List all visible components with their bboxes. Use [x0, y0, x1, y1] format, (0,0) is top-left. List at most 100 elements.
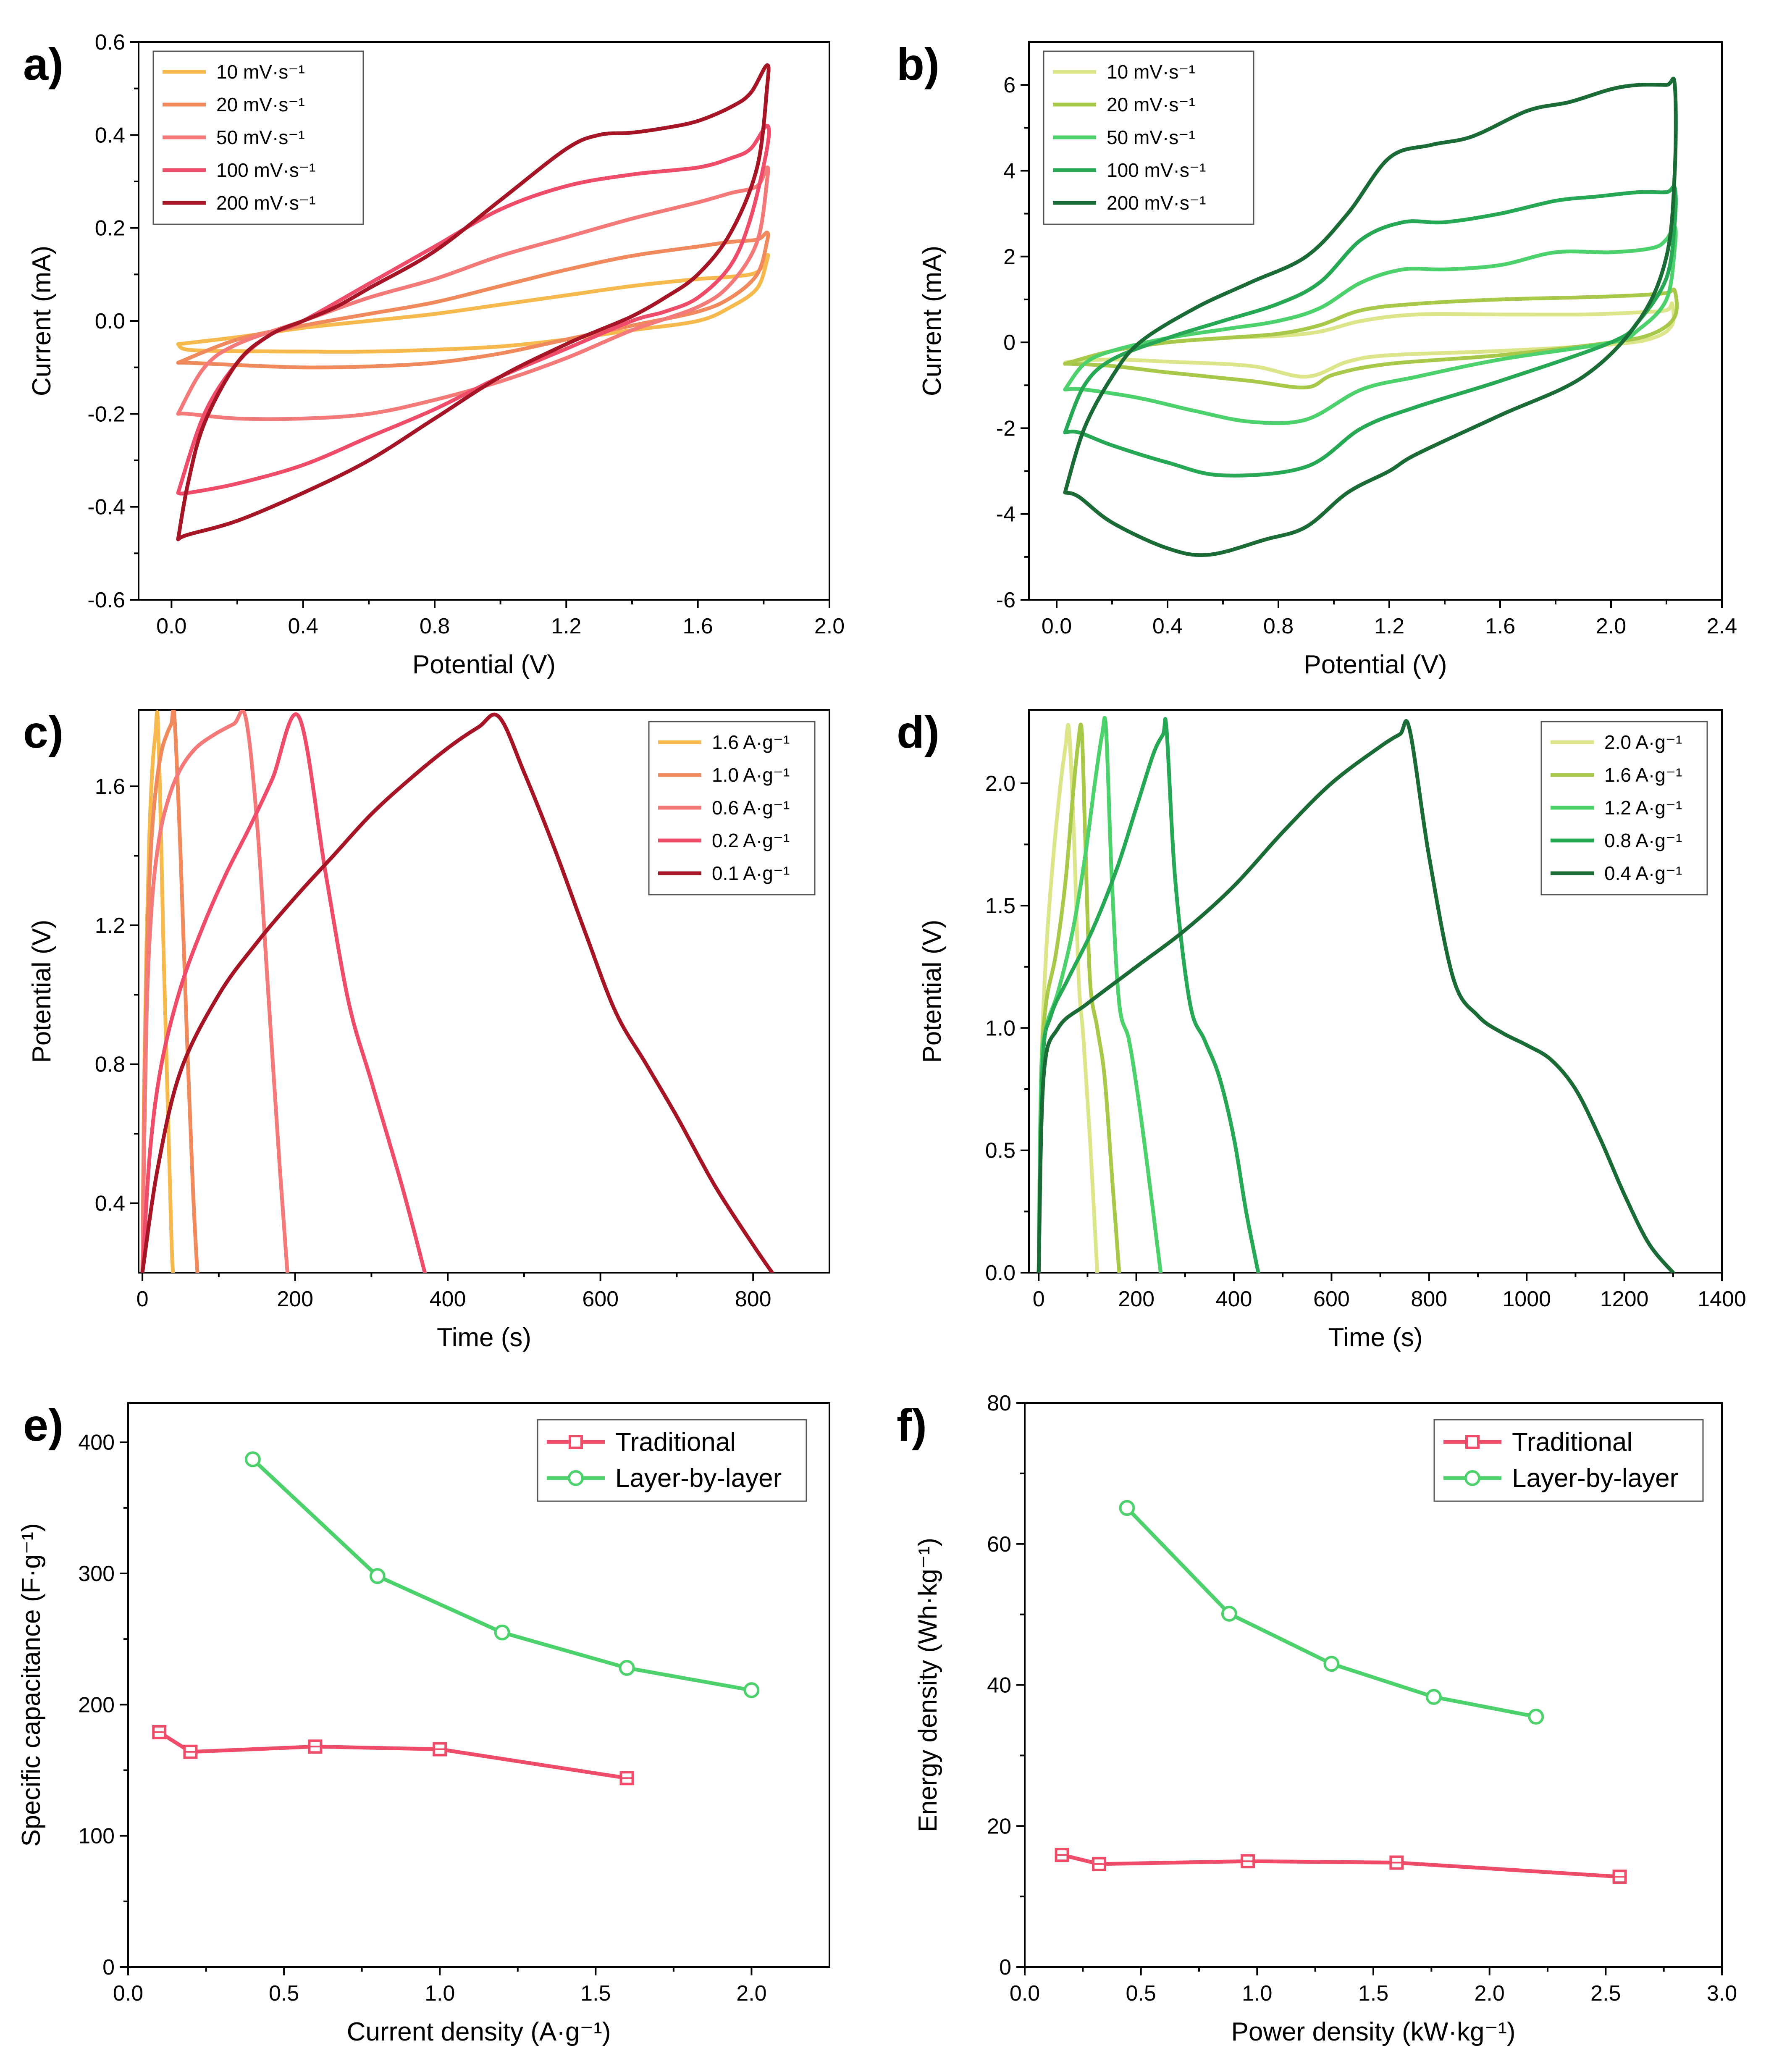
x-axis-title: Power density (kW·kg⁻¹)	[1231, 2017, 1516, 2046]
legend-label: 200 mV·s⁻¹	[1107, 192, 1206, 214]
data-point-circle	[1528, 1709, 1544, 1725]
series-line-b-1	[1063, 287, 1679, 390]
legend-label: 10 mV·s⁻¹	[1107, 61, 1195, 83]
legend-label: 0.8 A·g⁻¹	[1604, 830, 1682, 851]
series-line-a-4	[176, 63, 771, 541]
x-tick-label: 800	[1411, 1287, 1447, 1311]
legend-label: 1.2 A·g⁻¹	[1604, 797, 1682, 819]
legend-label: 100 mV·s⁻¹	[1107, 159, 1206, 181]
y-tick-label: 300	[78, 1562, 115, 1586]
x-tick-label: 2.0	[1475, 1981, 1505, 2006]
panel-d: d) 0 200 400 600 800 1000 1200 1400 0.0 0.5 1.0 1.5 2…	[897, 706, 1746, 1352]
y-tick-label: 80	[987, 1391, 1011, 1415]
panel-a: a) 0.0 0.4 0.8 1.2 1.6 2.0 -0.6 -0.4 -0.2 0.0 0.2 0.…	[23, 30, 845, 679]
legend-label: 50 mV·s⁻¹	[1107, 126, 1195, 148]
x-tick-label: 1.2	[1374, 614, 1404, 638]
y-tick-label: 0.8	[95, 1053, 125, 1077]
legend-label: 1.6 A·g⁻¹	[1604, 764, 1682, 786]
x-tick-label: 0.0	[113, 1981, 143, 2006]
y-tick-label: 200	[78, 1693, 115, 1717]
panel-f: f) 0.0 0.5 1.0 1.5 2.0 2.5 3.0 0 20 40 60 80 Power de…	[897, 1391, 1737, 2046]
x-tick-label: 200	[1118, 1287, 1155, 1311]
y-tick-label: 0.4	[95, 123, 125, 147]
x-tick-label: 0.8	[420, 614, 450, 638]
series-line-a-3	[176, 123, 771, 496]
x-tick-label: 1.5	[1358, 1981, 1388, 2006]
y-tick-label: 0.0	[95, 309, 125, 334]
x-tick-label: 200	[277, 1287, 313, 1311]
panel-b: b) 0.0 0.4 0.8 1.2 1.6 2.0 2.4 -6 -4 -2 0 2 4 6 Potenti…	[897, 39, 1737, 679]
y-tick-label: 0.5	[985, 1139, 1016, 1163]
series-line-f-0	[1060, 1853, 1622, 1879]
x-tick-label: 1200	[1600, 1287, 1649, 1311]
legend-label: 20 mV·s⁻¹	[216, 94, 305, 116]
data-point-circle	[494, 1624, 510, 1641]
y-axis-title: Current (mA)	[27, 246, 56, 396]
legend-label: Traditional	[1512, 1428, 1632, 1457]
panel-label: b)	[897, 39, 939, 89]
y-tick-label: 0	[999, 1955, 1011, 1980]
legend-label: 2.0 A·g⁻¹	[1604, 731, 1682, 753]
legend-label: 10 mV·s⁻¹	[216, 61, 305, 83]
panel-label: f)	[897, 1400, 927, 1450]
data-point-circle	[369, 1568, 386, 1584]
x-tick-label: 400	[430, 1287, 466, 1311]
series-line-a-1	[176, 231, 770, 370]
x-tick-label: 2.0	[736, 1981, 766, 2006]
data-point-circle	[1425, 1689, 1442, 1705]
y-tick-label: -4	[996, 502, 1016, 527]
series-line-d-1	[1037, 722, 1121, 1273]
x-tick-label: 0.0	[156, 614, 186, 638]
series-line-b-0	[1063, 301, 1676, 379]
y-axis-title: Current (mA)	[918, 246, 947, 396]
x-tick-label: 2.0	[1596, 614, 1626, 638]
legend-label: 100 mV·s⁻¹	[216, 159, 315, 181]
x-axis-title: Current density (A·g⁻¹)	[347, 2017, 611, 2046]
legend-label: Layer-by-layer	[615, 1464, 782, 1493]
legend-label: Traditional	[615, 1428, 736, 1457]
y-tick-label: -0.4	[87, 495, 125, 520]
legend-box	[537, 1419, 807, 1502]
data-point-circle	[743, 1682, 760, 1698]
x-tick-label: 1.5	[580, 1981, 611, 2006]
y-axis-title: Potential (V)	[918, 919, 947, 1063]
y-tick-label: 2	[1003, 245, 1016, 269]
x-tick-label: 1400	[1698, 1287, 1746, 1311]
legend-label: 0.1 A·g⁻¹	[712, 862, 790, 884]
x-tick-label: 0.0	[1042, 614, 1072, 638]
x-axis-title: Potential (V)	[1304, 650, 1447, 679]
data-point-circle	[619, 1660, 635, 1676]
x-tick-label: 1.6	[683, 614, 713, 638]
x-tick-label: 1.0	[1242, 1981, 1272, 2006]
y-tick-label: 1.0	[985, 1016, 1016, 1040]
y-tick-label: -2	[996, 416, 1016, 441]
x-tick-label: 0.4	[1152, 614, 1183, 638]
y-axis-title: Specific capacitance (F·g⁻¹)	[17, 1523, 46, 1846]
series-line-c-4	[140, 712, 774, 1273]
x-tick-label: 2.5	[1590, 1981, 1621, 2006]
y-tick-label: 0	[1003, 331, 1016, 355]
legend-label: 20 mV·s⁻¹	[1107, 94, 1195, 116]
panel-e: e) 0.0 0.5 1.0 1.5 2.0 0 100 200 300 400 Current de…	[17, 1400, 830, 2046]
legend-marker	[1464, 1470, 1480, 1486]
y-tick-label: 1.6	[95, 775, 125, 799]
x-tick-label: 2.4	[1707, 614, 1737, 638]
panel-label: a)	[23, 39, 63, 89]
plot-frame	[1028, 709, 1723, 1274]
x-tick-label: 2.0	[814, 614, 845, 638]
x-tick-label: 1.2	[551, 614, 581, 638]
y-axis-title: Energy density (Wh·kg⁻¹)	[913, 1538, 942, 1832]
series-line-c-3	[140, 712, 427, 1273]
y-tick-label: 100	[78, 1824, 115, 1849]
legend-label: 50 mV·s⁻¹	[216, 126, 305, 148]
legend-marker	[569, 1435, 583, 1449]
x-tick-label: 0.5	[269, 1981, 299, 2006]
data-point-circle	[1221, 1605, 1237, 1622]
series-line-b-2	[1063, 224, 1678, 425]
legend-marker	[568, 1470, 584, 1486]
y-tick-label: 6	[1003, 73, 1016, 97]
data-point-circle	[1119, 1500, 1135, 1516]
x-tick-label: 0.0	[1010, 1981, 1040, 2006]
x-axis-title: Time (s)	[1328, 1323, 1423, 1352]
y-tick-label: 60	[987, 1532, 1011, 1557]
